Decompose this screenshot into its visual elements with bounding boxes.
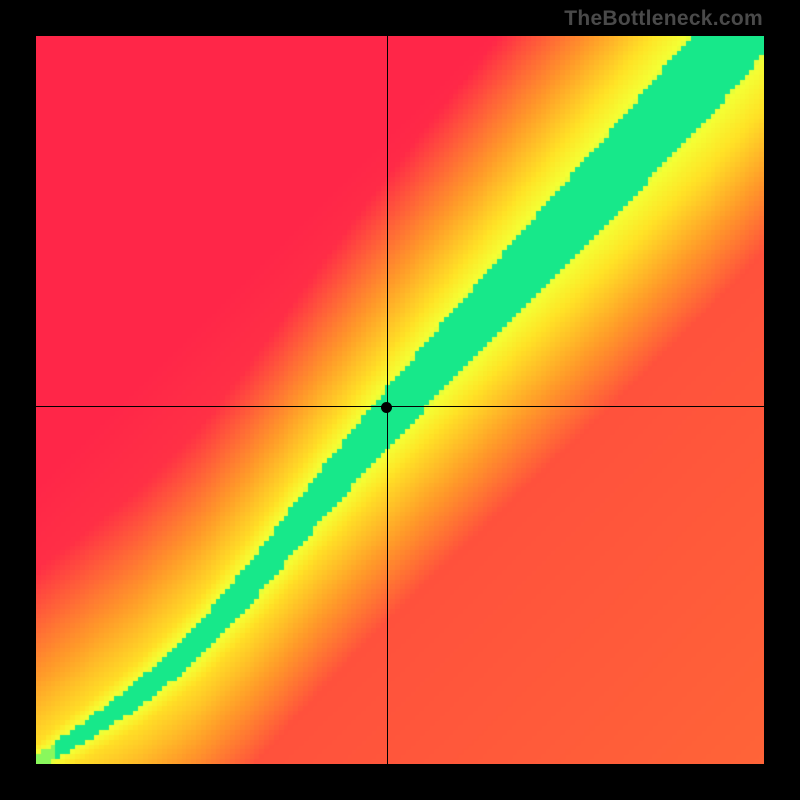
watermark-text: TheBottleneck.com — [564, 7, 763, 31]
heatmap-canvas — [36, 36, 764, 764]
crosshair-horizontal — [36, 406, 764, 407]
crosshair-vertical — [387, 36, 388, 764]
